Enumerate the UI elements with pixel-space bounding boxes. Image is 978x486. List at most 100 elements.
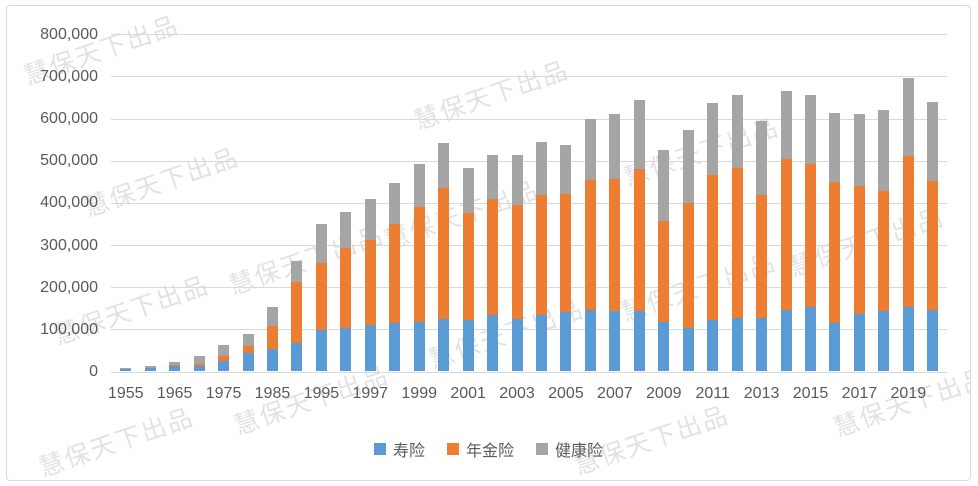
bar-segment-健康险 — [169, 361, 181, 366]
bar-segment-年金险 — [927, 181, 939, 311]
bar-segment-健康险 — [462, 167, 474, 214]
bar-segment-寿险 — [878, 310, 890, 372]
x-tick-label: 2007 — [597, 384, 633, 402]
x-tick-label: 2017 — [841, 384, 878, 402]
bar-2004 — [535, 141, 547, 372]
legend-swatch — [373, 443, 386, 455]
bar-segment-年金险 — [266, 326, 278, 349]
bar-2013 — [756, 121, 768, 372]
y-tick-label: 300,000 — [40, 236, 98, 254]
bar-segment-健康险 — [829, 112, 841, 183]
bar-segment-健康险 — [560, 144, 572, 194]
x-tick-label: 2013 — [743, 384, 780, 402]
legend-item-年金险: 年金险 — [446, 437, 514, 461]
x-tick-label: 2001 — [450, 384, 486, 402]
bar-segment-健康险 — [780, 91, 792, 159]
bar-2001 — [462, 167, 474, 372]
bar-segment-健康险 — [853, 113, 865, 187]
bar-segment-寿险 — [584, 310, 596, 372]
y-tick-label: 400,000 — [40, 194, 98, 212]
bar-segment-年金险 — [364, 239, 376, 326]
bar-segment-健康险 — [144, 366, 156, 368]
bar-segment-寿险 — [731, 317, 743, 372]
bar-segment-寿险 — [487, 315, 499, 372]
bar-segment-健康险 — [193, 356, 205, 364]
bar-segment-健康险 — [682, 129, 694, 204]
bar-2005 — [560, 144, 572, 372]
bar-segment-健康险 — [731, 94, 743, 168]
bar-segment-健康险 — [902, 77, 914, 157]
bar-segment-年金险 — [609, 179, 621, 311]
x-tick-label: 1955 — [107, 384, 144, 402]
bar-segment-寿险 — [389, 323, 401, 372]
y-tick-label: 800,000 — [40, 25, 98, 43]
bar-segment-健康险 — [242, 333, 254, 347]
bar-segment-健康险 — [584, 119, 596, 180]
bar-segment-健康险 — [315, 223, 327, 263]
gridline — [110, 329, 947, 331]
bar-segment-年金险 — [291, 282, 303, 343]
bar-segment-寿险 — [120, 368, 132, 372]
x-tick-label: 1999 — [401, 384, 437, 402]
legend-item-寿险: 寿险 — [373, 437, 425, 461]
bar-segment-寿险 — [315, 330, 327, 372]
bar-segment-寿险 — [658, 322, 670, 372]
x-tick-label: 2009 — [645, 384, 682, 402]
bar-segment-寿险 — [511, 318, 523, 372]
y-tick-label: 500,000 — [40, 152, 98, 170]
bar-segment-寿险 — [756, 318, 768, 372]
bar-segment-健康险 — [756, 121, 768, 195]
bar-1996 — [340, 211, 352, 372]
bar-segment-年金险 — [315, 262, 327, 331]
bar-segment-年金险 — [902, 156, 914, 307]
bar-2000 — [438, 142, 450, 372]
bar-segment-年金险 — [731, 167, 743, 318]
bar-segment-年金险 — [242, 346, 254, 353]
bar-segment-健康险 — [511, 154, 523, 205]
bar-segment-年金险 — [169, 365, 181, 367]
bar-segment-寿险 — [609, 310, 621, 372]
bar-segment-年金险 — [218, 356, 230, 361]
bar-segment-寿险 — [633, 311, 645, 372]
bar-segment-健康险 — [120, 367, 132, 369]
bar-1975 — [218, 344, 230, 372]
bar-segment-寿险 — [707, 319, 719, 372]
bar-segment-健康险 — [633, 99, 645, 169]
bar-segment-健康险 — [658, 149, 670, 221]
gridline — [110, 160, 947, 162]
bar-2020 — [927, 102, 939, 372]
gridline — [110, 245, 947, 246]
bar-segment-年金险 — [780, 159, 792, 310]
x-tick-label: 1965 — [156, 384, 193, 402]
legend-label: 寿险 — [392, 443, 425, 460]
chart-frame: 慧保天下出品 慧保天下出品 慧保天下出品 慧保天下出品 慧保天下出品 慧保天下出品 慧保天下… — [6, 5, 971, 481]
bar-1990 — [291, 261, 303, 372]
bar-segment-健康险 — [438, 142, 450, 188]
bar-segment-年金险 — [633, 168, 645, 312]
bar-segment-健康险 — [535, 141, 547, 196]
bar-segment-寿险 — [193, 365, 205, 372]
bar-segment-寿险 — [266, 348, 278, 372]
bar-segment-年金险 — [756, 194, 768, 319]
bar-2006 — [584, 119, 596, 372]
bar-segment-年金险 — [511, 204, 523, 319]
bar-segment-年金险 — [487, 199, 499, 316]
bar-segment-年金险 — [413, 207, 425, 323]
bar-1960 — [144, 366, 156, 372]
bar-1998 — [389, 183, 401, 372]
legend: 寿险 年金险 健康险 — [7, 437, 970, 461]
y-tick-label: 200,000 — [40, 278, 98, 296]
bar-2019 — [902, 77, 914, 372]
bar-segment-健康险 — [291, 261, 303, 283]
bar-1965 — [169, 361, 181, 372]
bar-segment-寿险 — [829, 323, 841, 372]
bar-segment-健康险 — [389, 183, 401, 224]
bar-segment-健康险 — [927, 102, 939, 182]
legend-swatch — [536, 443, 548, 455]
y-tick-label: 600,000 — [40, 110, 98, 128]
x-tick-label: 2003 — [499, 384, 535, 402]
bar-1985 — [266, 307, 278, 372]
y-tick-label: 700,000 — [40, 67, 98, 85]
bar-2002 — [487, 155, 499, 372]
gridline — [110, 118, 947, 120]
